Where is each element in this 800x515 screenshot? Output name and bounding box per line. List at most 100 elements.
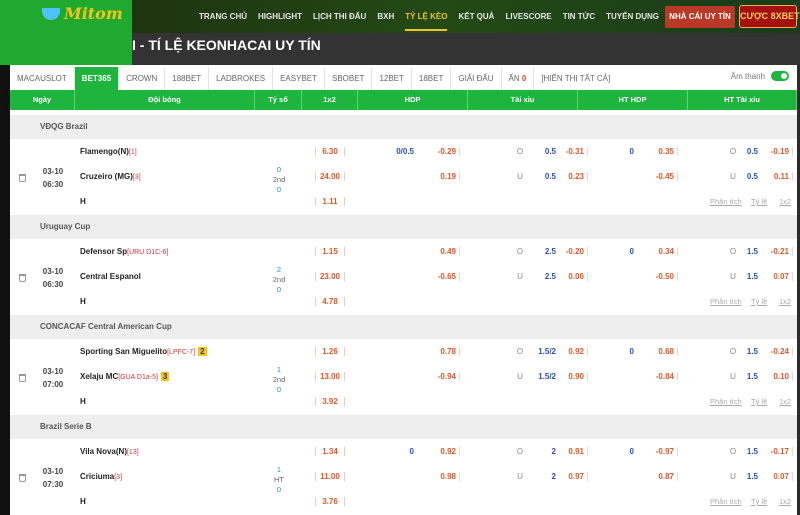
trash-icon[interactable] (19, 474, 26, 482)
ou-label: U (517, 472, 523, 481)
ou-odds[interactable]: -0.31 (558, 147, 588, 156)
ht-ou-line: 0.5 (746, 147, 758, 156)
away-team[interactable]: Cruzeiro (MG)[3] (80, 172, 141, 181)
ht-hdp-odds[interactable]: 0.35 (638, 147, 678, 156)
odds-1x2[interactable]: 13.00 (315, 372, 345, 381)
tab-bookmaker[interactable]: SBOBET (325, 67, 373, 90)
nav-item[interactable]: TIN TỨC (562, 12, 596, 21)
score: 2 2nd 0 (269, 265, 289, 295)
ht-ou-odds[interactable]: -0.19 (761, 147, 793, 156)
odds-1x2[interactable]: 4.78 (315, 297, 345, 306)
tab-bookmaker[interactable]: CROWN (119, 67, 166, 90)
trash-icon[interactable] (19, 274, 26, 282)
hdp-odds[interactable]: -0.65 (420, 272, 460, 281)
analysis-link[interactable]: Phân tích (710, 397, 742, 406)
analysis-link[interactable]: Phân tích (710, 297, 742, 306)
trash-icon[interactable] (19, 374, 26, 382)
show-all-link[interactable]: [HIỂN THỊ TẤT CẢ] (541, 74, 611, 83)
odds-1x2[interactable]: 1.26 (315, 347, 345, 356)
nav-item[interactable]: TUYỂN DỤNG (606, 12, 659, 21)
ht-hdp-odds[interactable]: 0.87 (638, 472, 678, 481)
ht-hdp-odds[interactable]: -0.97 (638, 447, 678, 456)
ht-ou-odds[interactable]: 0.07 (761, 472, 793, 481)
hdp-odds[interactable]: -0.29 (420, 147, 460, 156)
ou-odds[interactable]: 0.91 (558, 447, 588, 456)
odds-1x2[interactable]: 6.30 (315, 147, 345, 156)
ou-odds[interactable]: -0.20 (558, 247, 588, 256)
hdp-odds[interactable]: 0.98 (420, 472, 460, 481)
nav-item[interactable]: LIVESCORE (505, 12, 552, 21)
tab-bookmaker[interactable]: 12BET (372, 67, 412, 90)
odds-1x2[interactable]: 24.00 (315, 172, 345, 181)
odds-1x2[interactable]: 1.34 (315, 447, 345, 456)
logo[interactable]: Mitom (42, 4, 123, 23)
odds-1x2[interactable]: 23.00 (315, 272, 345, 281)
ht-hdp-odds[interactable]: -0.45 (638, 172, 678, 181)
ht-ou-odds[interactable]: 0.07 (761, 272, 793, 281)
yellow-card-count: 3 (160, 372, 170, 381)
away-team[interactable]: Xelaju MC[GUA D1a-5] 3 (80, 372, 170, 381)
nav-item[interactable]: LỊCH THI ĐẤU (313, 12, 367, 21)
tab-bookmaker[interactable]: BET365 (74, 67, 120, 90)
ht-ou-odds[interactable]: -0.17 (761, 447, 793, 456)
hdp-odds[interactable]: 0.92 (420, 447, 460, 456)
nav-item[interactable]: TỶ LỆ KÈO (402, 0, 450, 33)
odds-1x2[interactable]: 1.15 (315, 247, 345, 256)
ht-ou-odds[interactable]: -0.21 (761, 247, 793, 256)
trash-icon[interactable] (19, 174, 26, 182)
odds-link[interactable]: Tỷ lệ (751, 497, 768, 506)
ou-odds[interactable]: 0.90 (558, 372, 588, 381)
hdp-odds[interactable]: -0.94 (420, 372, 460, 381)
tab-bookmaker[interactable]: 18BET (412, 67, 452, 90)
hdp-odds[interactable]: 0.19 (420, 172, 460, 181)
odds-1x2[interactable]: 3.76 (315, 497, 345, 506)
hdp-odds[interactable]: 0.78 (420, 347, 460, 356)
home-team[interactable]: Defensor Sp[URU D1C-6] (80, 247, 168, 256)
away-team[interactable]: Central Espanol (80, 272, 141, 281)
ht-hdp-odds[interactable]: -0.50 (638, 272, 678, 281)
odds-link[interactable]: Tỷ lệ (751, 397, 768, 406)
1x2-link[interactable]: 1x2 (779, 197, 792, 206)
home-team[interactable]: Vila Nova(N)[13] (80, 447, 139, 456)
bet-8xbet-button[interactable]: CƯỢC 8XBET (739, 5, 800, 28)
nav-item[interactable]: TRANG CHỦ (199, 12, 247, 21)
tab-bookmaker[interactable]: EASYBET (273, 67, 325, 90)
odds-1x2[interactable]: 3.92 (315, 397, 345, 406)
analysis-link[interactable]: Phân tích (710, 197, 742, 206)
tab-bookmaker[interactable]: 188BET (165, 67, 210, 90)
ou-odds[interactable]: 0.97 (558, 472, 588, 481)
1x2-link[interactable]: 1x2 (779, 297, 792, 306)
ht-ou-odds[interactable]: 0.11 (761, 172, 793, 181)
league-name: Brazil Serie B (10, 415, 797, 439)
away-team[interactable]: Criciuma[3] (80, 472, 122, 481)
hdp-odds[interactable]: 0.49 (420, 247, 460, 256)
odds-link[interactable]: Tỷ lệ (751, 297, 768, 306)
1x2-link[interactable]: 1x2 (779, 397, 792, 406)
ht-ou-odds[interactable]: 0.10 (761, 372, 793, 381)
1x2-link[interactable]: 1x2 (779, 497, 792, 506)
home-team[interactable]: Flamengo(N)[1] (80, 147, 137, 156)
ou-odds[interactable]: 0.92 (558, 347, 588, 356)
tab-bookmaker[interactable]: GIẢI ĐẤU (451, 67, 502, 90)
nav-item[interactable]: BXH (377, 12, 395, 21)
ht-hdp-odds[interactable]: 0.68 (638, 347, 678, 356)
tab-bookmaker[interactable]: MACAUSLOT (10, 67, 75, 90)
analysis-link[interactable]: Phân tích (710, 497, 742, 506)
ou-odds[interactable]: 0.23 (558, 172, 588, 181)
home-team[interactable]: Sporting San Miguelito[LPFC-7] 2 (80, 347, 207, 356)
hidden-filter[interactable]: ẨN 0 (502, 67, 535, 90)
nav-item[interactable]: KẾT QUẢ (458, 12, 495, 21)
tab-bookmaker[interactable]: LADBROKES (209, 67, 274, 90)
ht-ou-odds[interactable]: -0.24 (761, 347, 793, 356)
odds-1x2[interactable]: 11.00 (315, 472, 345, 481)
sound-toggle[interactable] (771, 71, 789, 81)
odds-link[interactable]: Tỷ lệ (751, 197, 768, 206)
ht-hdp-odds[interactable]: -0.84 (638, 372, 678, 381)
odds-1x2[interactable]: 1.11 (315, 197, 345, 206)
nav-item[interactable]: HIGHLIGHT (258, 12, 302, 21)
ou-odds[interactable]: 0.06 (558, 272, 588, 281)
ht-hdp-odds[interactable]: 0.34 (638, 247, 678, 256)
column-header: 1x2 (302, 90, 358, 110)
trusted-bookmaker-button[interactable]: NHÀ CÁI UY TÍN (665, 6, 735, 28)
bookmaker-tabs: MACAUSLOT BET365 CROWN 188BET LADBROKES EASYB… (10, 67, 690, 90)
